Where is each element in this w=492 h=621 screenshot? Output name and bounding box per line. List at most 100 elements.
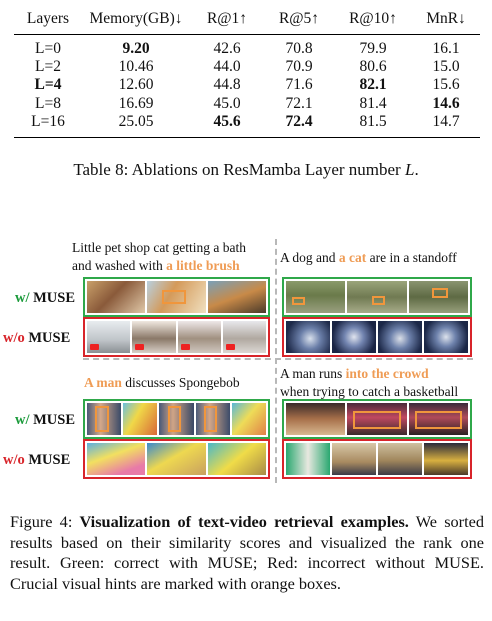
subscribe-icon [180,344,190,350]
table-header-row: Layers Memory(GB)↓ R@1↑ R@5↑ R@10↑ MnR↓ [14,4,480,35]
col-header-memory: Memory(GB)↓ [82,4,190,35]
label-model: MUSE [28,452,71,468]
table-cell: 15.6 [432,76,460,94]
col-header-layers: Layers [14,4,82,35]
query-text: and washed with [72,258,167,273]
subscribe-icon [135,344,145,350]
ablation-table: Layers Memory(GB)↓ R@1↑ R@5↑ R@10↑ MnR↓ … [14,4,480,138]
video-frame [286,443,330,475]
video-frame [207,281,266,313]
video-frame [408,403,468,435]
query-highlight: into the crowd [345,366,429,381]
table-cell: 81.5 [334,113,412,138]
video-frame [378,321,422,353]
video-frame [286,321,330,353]
video-frame [408,281,468,313]
table-row: L=0 9.20 42.6 70.8 79.9 16.1 [14,34,480,58]
table-cell: 10.46 [118,57,154,75]
video-frame [424,443,468,475]
video-frame [347,281,407,313]
hint-box [167,406,182,432]
video-frame [378,443,422,475]
query-text: discusses Spongebob [121,375,240,390]
video-frame [147,281,206,313]
figure-caption: Figure 4: Visualization of text-video re… [10,512,484,594]
video-frame [424,321,468,353]
result-strip-correct [282,399,472,439]
video-frame [195,403,230,435]
table-cell: 9.20 [122,39,150,57]
table-cell: 72.1 [285,94,313,112]
table-cell: 16.1 [432,39,460,57]
label-prefix: w/ [15,290,30,306]
table-cell: 16.69 [118,94,154,112]
table-cell: 44.0 [213,57,241,75]
video-frame [222,321,266,353]
query-cat-bath-line1: Little pet shop cat getting a bath [72,240,246,255]
video-frame [347,403,407,435]
table-row: L=2 10.46 44.0 70.9 80.6 15.0 [14,58,480,77]
video-frame [123,403,158,435]
table-cell: 42.6 [213,39,241,57]
label-prefix: w/ [15,412,30,428]
result-strip-correct [282,277,472,317]
hint-box [432,288,448,298]
result-strip-correct [83,277,270,317]
col-header-r10: R@10↑ [334,4,412,35]
subscribe-icon [225,344,235,350]
result-strip-incorrect [282,317,472,357]
hint-box [414,410,463,429]
hint-box [203,406,218,432]
hint-box [353,410,401,429]
horizontal-divider [83,358,473,360]
query-spongebob: A man discusses Spongebob [84,374,240,392]
table-cell: 14.6 [432,94,460,112]
video-frame [87,403,122,435]
vertical-divider [275,239,277,483]
table-cell: 79.9 [359,39,387,57]
video-frame [286,403,346,435]
video-frame [231,403,267,435]
video-frame [332,443,376,475]
query-highlight: a little brush [166,258,240,273]
subscribe-icon [90,344,99,350]
table-cell: 44.8 [213,76,241,94]
video-frame [332,321,376,353]
table-cell: 81.4 [359,94,387,112]
table-cell: L=4 [34,76,62,94]
figure-caption-label: Figure 4: [10,512,80,531]
query-text: are in a standoff [366,250,457,265]
table-cell: 15.0 [432,57,460,75]
table-cell: L=2 [35,57,61,75]
table-row: L=16 25.05 45.6 72.4 81.5 14.7 [14,113,480,138]
query-highlight: A man [84,375,122,390]
table-cell: 14.7 [412,113,480,138]
video-frame [87,443,146,475]
video-frame [132,321,176,353]
query-cat-bath: Little pet shop cat getting a bath and w… [72,239,246,275]
label-with-muse-bottom: w/ MUSE [15,412,75,429]
figure-caption-body: We sorted results based on their similar… [10,512,484,593]
col-header-r5: R@5↑ [264,4,334,35]
query-basketball-line2: when trying to catch a basketball [280,384,459,399]
result-strip-incorrect [282,439,472,479]
hint-box [291,297,305,306]
label-prefix: w/o [3,330,25,346]
label-without-muse-top: w/o MUSE [3,330,70,347]
table-cell: 80.6 [359,57,387,75]
query-text: A dog and [280,250,339,265]
table-cell: L=8 [35,94,61,112]
result-strip-incorrect [83,317,270,357]
col-header-r1: R@1↑ [190,4,264,35]
table-cell: 70.9 [285,57,313,75]
table-cell: L=0 [35,39,61,57]
query-text: A man runs [280,366,346,381]
label-prefix: w/o [3,452,25,468]
result-strip-incorrect [83,439,270,479]
table-cell: 70.8 [285,39,313,57]
hint-box [372,295,386,305]
table-cell: 72.4 [264,113,334,138]
video-frame [87,321,131,353]
table-row: L=8 16.69 45.0 72.1 81.4 14.6 [14,95,480,114]
query-basketball: A man runs into the crowd when trying to… [280,365,458,401]
